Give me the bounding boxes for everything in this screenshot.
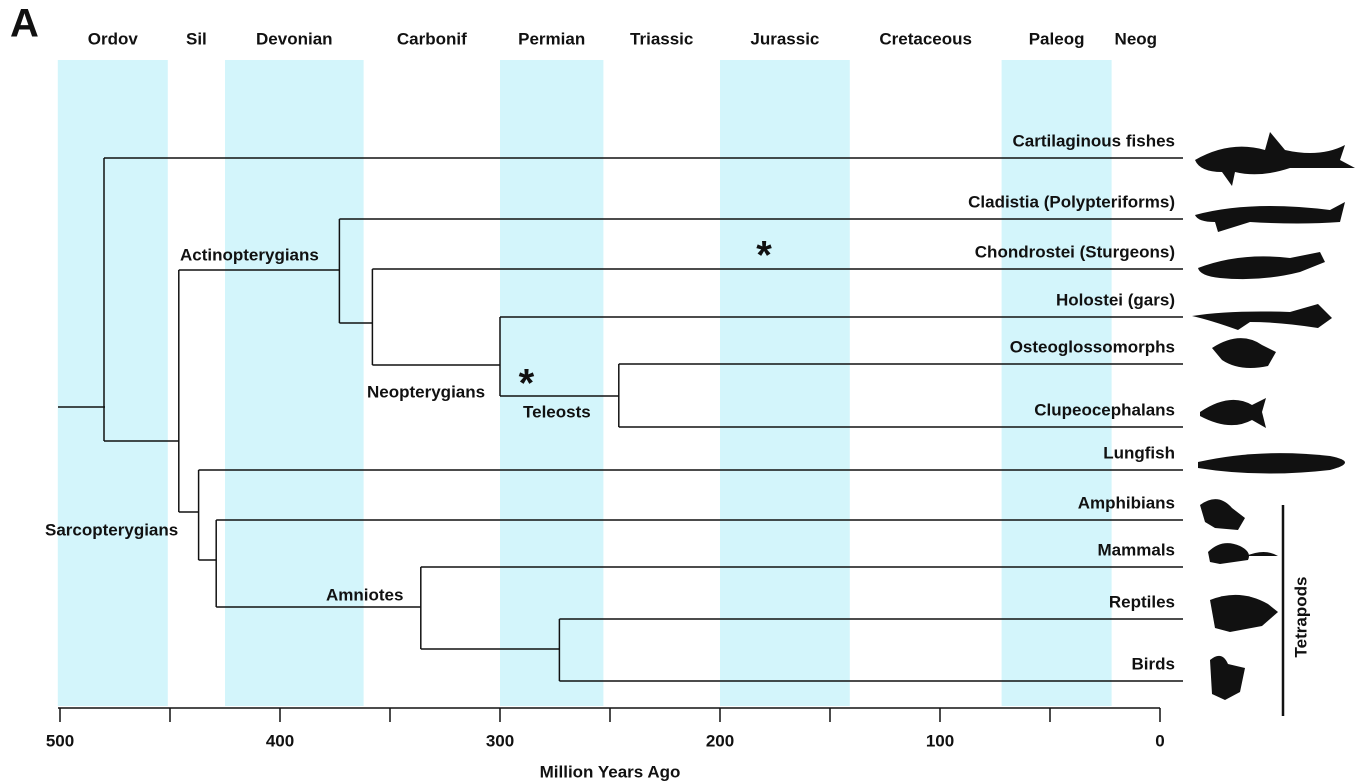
tip-label: Cladistia (Polypteriforms)	[968, 192, 1175, 211]
clupeocephalan	[1200, 398, 1266, 428]
silhouettes	[1192, 132, 1355, 700]
tick-label: 0	[1155, 731, 1164, 750]
period-band	[720, 60, 850, 706]
bichir	[1195, 202, 1345, 232]
marker: *	[519, 362, 535, 406]
period-band	[500, 60, 603, 706]
tip-label: Reptiles	[1109, 592, 1175, 611]
period-label: Triassic	[630, 29, 693, 48]
tip-label: Mammals	[1098, 540, 1175, 559]
lungfish	[1198, 453, 1345, 473]
period-bands	[58, 60, 1112, 706]
clade-label: Sarcopterygians	[45, 520, 178, 539]
period-label: Jurassic	[750, 29, 819, 48]
period-band	[58, 60, 168, 706]
tick-label: 400	[266, 731, 294, 750]
osteoglossomorph	[1212, 338, 1276, 392]
period-label: Neog	[1115, 29, 1158, 48]
clade-label: Amniotes	[326, 585, 403, 604]
frog	[1200, 499, 1245, 530]
tick-label: 500	[46, 731, 74, 750]
chicken	[1210, 656, 1245, 700]
tick-label: 300	[486, 731, 514, 750]
sturgeon	[1198, 252, 1325, 279]
group-label: Tetrapods	[1291, 577, 1310, 658]
shark	[1195, 132, 1355, 186]
clade-label: Actinopterygians	[180, 245, 319, 264]
tip-label: Clupeocephalans	[1034, 400, 1175, 419]
period-label: Carbonif	[397, 29, 467, 48]
tip-label: Lungfish	[1103, 443, 1175, 462]
period-label: Cretaceous	[879, 29, 972, 48]
clade-label: Neopterygians	[367, 382, 485, 401]
period-label: Permian	[518, 29, 585, 48]
marker: *	[756, 234, 772, 278]
gar	[1192, 304, 1332, 330]
tip-label: Birds	[1132, 654, 1175, 673]
tip-label: Cartilaginous fishes	[1013, 131, 1175, 150]
period-band	[225, 60, 364, 706]
tick-label: 100	[926, 731, 954, 750]
mouse	[1208, 543, 1278, 564]
period-label: Paleog	[1029, 29, 1085, 48]
panel-label: A	[10, 2, 39, 46]
tip-label: Holostei (gars)	[1056, 290, 1175, 309]
axis-label: Million Years Ago	[540, 762, 681, 781]
period-label: Devonian	[256, 29, 333, 48]
tip-label: Osteoglossomorphs	[1010, 337, 1175, 356]
period-label: Ordov	[88, 29, 139, 48]
figure: A Million Years Ago Tetrapods Ordov Sil De…	[0, 0, 1361, 784]
turtle	[1210, 595, 1278, 632]
period-band	[1002, 60, 1112, 706]
tip-label: Chondrostei (Sturgeons)	[975, 242, 1175, 261]
tip-label: Amphibians	[1078, 493, 1175, 512]
period-label: Sil	[186, 29, 207, 48]
tick-label: 200	[706, 731, 734, 750]
